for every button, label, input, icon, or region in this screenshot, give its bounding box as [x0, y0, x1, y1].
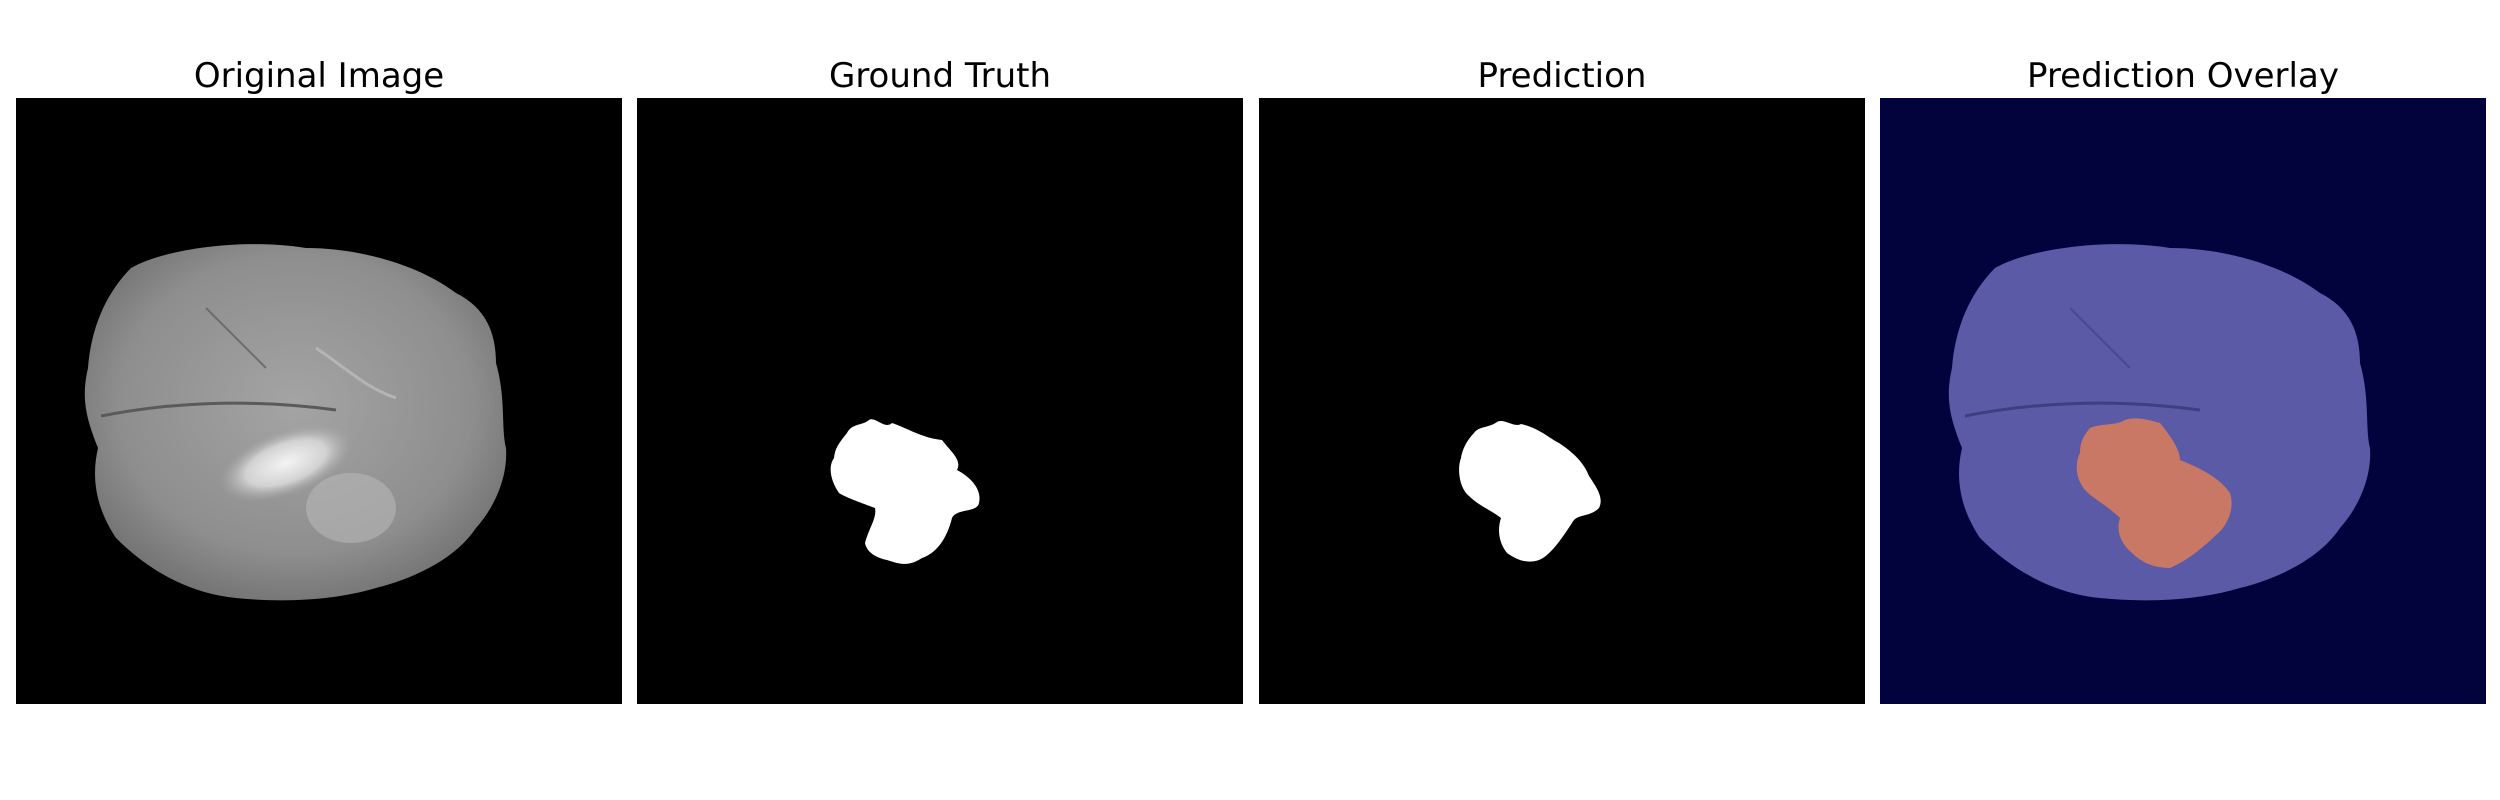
original-image-panel — [16, 98, 622, 704]
prediction-mask — [1259, 98, 1865, 704]
panel-title-original: Original Image — [193, 56, 445, 96]
ground-truth-tumor-region — [830, 419, 980, 564]
mask-background — [637, 98, 1243, 704]
mask-background — [1259, 98, 1865, 704]
overlay-brain-fissure — [1964, 401, 2201, 418]
panel-title-ground-truth: Ground Truth — [828, 56, 1052, 96]
panel-title-overlay: Prediction Overlay — [2027, 56, 2339, 96]
brain-fissure — [100, 401, 337, 418]
prediction-tumor-region — [1459, 421, 1601, 562]
bright-lesion — [219, 424, 353, 502]
panel-title-prediction: Prediction — [1477, 56, 1647, 96]
overlay-tumor-region — [2076, 418, 2232, 568]
ventricle-edge — [315, 346, 397, 400]
ground-truth-mask — [637, 98, 1243, 704]
brain-sulcus — [205, 307, 267, 369]
prediction-overlay-panel — [1880, 98, 2486, 704]
overlay-brain-sulcus — [2069, 307, 2131, 369]
brain-tissue — [84, 244, 507, 601]
overlay-brain — [1948, 244, 2371, 601]
ground-truth-panel — [637, 98, 1243, 704]
prediction-panel — [1259, 98, 1865, 704]
lesion-core — [306, 473, 396, 543]
original-mri-image — [16, 98, 622, 704]
prediction-overlay-image — [1880, 98, 2486, 704]
